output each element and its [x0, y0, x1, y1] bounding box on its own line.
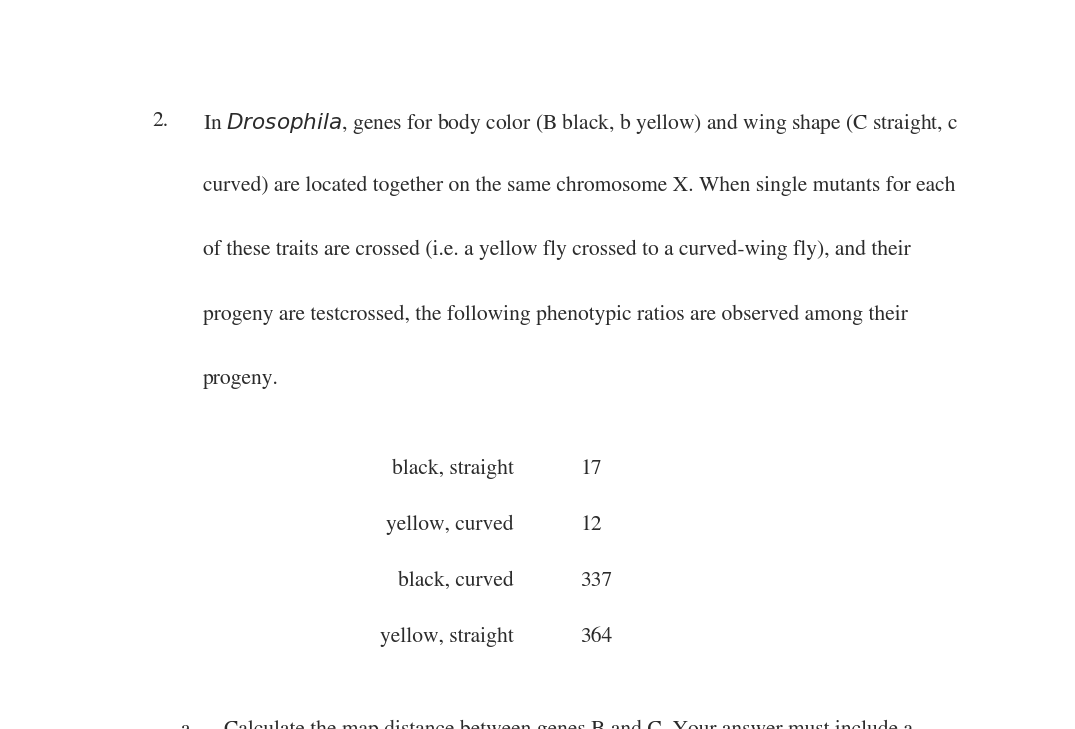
Text: 17: 17	[580, 459, 602, 479]
Text: a.: a.	[181, 720, 195, 729]
Text: yellow, straight: yellow, straight	[379, 628, 514, 647]
Text: 337: 337	[580, 572, 613, 591]
Text: progeny.: progeny.	[203, 370, 278, 389]
Text: of these traits are crossed (i.e. a yellow fly crossed to a curved-wing fly), an: of these traits are crossed (i.e. a yell…	[203, 240, 911, 260]
Text: black, straight: black, straight	[391, 459, 514, 480]
Text: 12: 12	[580, 515, 602, 535]
Text: In $\mathit{Drosophila}$, genes for body color (B black, b yellow) and wing shap: In $\mathit{Drosophila}$, genes for body…	[203, 111, 958, 136]
Text: 364: 364	[580, 628, 613, 647]
Text: progeny are testcrossed, the following phenotypic ratios are observed among thei: progeny are testcrossed, the following p…	[203, 305, 907, 325]
Text: curved) are located together on the same chromosome X. When single mutants for e: curved) are located together on the same…	[203, 176, 956, 196]
Text: 2.: 2.	[153, 111, 169, 130]
Text: Calculate the map distance between genes B and C. Your answer must include a: Calculate the map distance between genes…	[224, 720, 913, 729]
Text: black, curved: black, curved	[398, 572, 514, 591]
Text: yellow, curved: yellow, curved	[386, 515, 514, 536]
